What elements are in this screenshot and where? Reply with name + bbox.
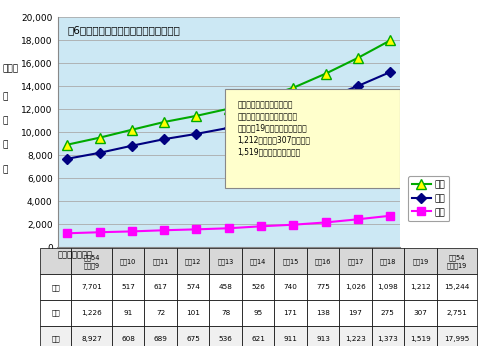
- 製造: [322, 97, 328, 101]
- 輸入: [161, 228, 167, 232]
- 製造: [129, 144, 135, 148]
- 合計: [290, 85, 296, 90]
- 製造: [258, 117, 264, 121]
- 輸入: [96, 230, 102, 234]
- 輸入: [64, 231, 70, 235]
- Text: [年]: [年]: [404, 262, 416, 271]
- 製造: [226, 126, 232, 130]
- 製造: [290, 108, 296, 112]
- 製造: [194, 132, 200, 136]
- 輸入: [355, 217, 361, 221]
- 輸入: [226, 226, 232, 230]
- 製造: [388, 70, 394, 74]
- Text: 出: 出: [2, 117, 8, 126]
- 合計: [388, 38, 394, 43]
- Text: 新規化学物質の製造・輸入
届出の件数は年々増加してお
り、平成19年においては、製造
1,212件、輸入307件で合計
1,519件となっています。: 新規化学物質の製造・輸入 届出の件数は年々増加してお り、平成19年においては、…: [238, 100, 310, 156]
- 輸入: [129, 229, 135, 234]
- 合計: [355, 56, 361, 60]
- 製造: [161, 137, 167, 141]
- 合計: [322, 72, 328, 76]
- Legend: 合計, 製造, 輸入: 合計, 製造, 輸入: [408, 176, 450, 221]
- Text: 届: 届: [2, 92, 8, 101]
- Text: 【件】: 【件】: [2, 65, 18, 74]
- 製造: [96, 151, 102, 155]
- Line: 輸入: 輸入: [63, 211, 394, 237]
- 合計: [96, 136, 102, 140]
- 輸入: [322, 220, 328, 225]
- Text: 図6　新規化学物質製造・輸入届出状況: 図6 新規化学物質製造・輸入届出状況: [68, 25, 180, 35]
- Text: 年代別届出件数: 年代別届出件数: [58, 251, 92, 260]
- 合計: [194, 114, 200, 118]
- 輸入: [258, 224, 264, 228]
- 合計: [129, 128, 135, 132]
- Line: 製造: 製造: [64, 69, 394, 162]
- 輸入: [194, 227, 200, 231]
- FancyBboxPatch shape: [226, 89, 400, 188]
- 輸入: [388, 214, 394, 218]
- 合計: [64, 143, 70, 147]
- 合計: [161, 120, 167, 124]
- 製造: [355, 84, 361, 88]
- Line: 合計: 合計: [62, 36, 395, 149]
- 合計: [226, 107, 232, 111]
- 輸入: [290, 222, 296, 227]
- 製造: [64, 157, 70, 161]
- Text: 累: 累: [2, 141, 8, 150]
- Text: 計: 計: [2, 165, 8, 174]
- 合計: [258, 96, 264, 100]
